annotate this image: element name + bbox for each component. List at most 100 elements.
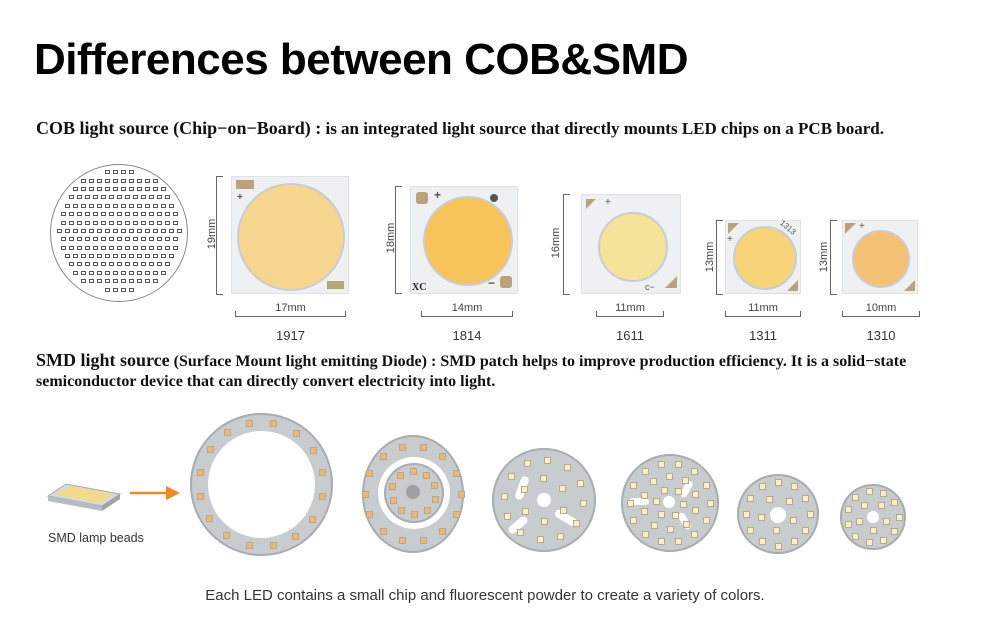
smd-bead-label: SMD lamp beads [48,531,144,545]
smd-led [702,482,710,490]
smd-led [650,477,658,485]
led-chip [160,270,166,275]
smd-led [657,460,665,468]
led-chip [140,245,146,250]
led-chip [136,178,142,183]
led-chip [80,228,86,233]
led-chip [128,186,134,191]
smd-led [765,495,773,503]
led-chip [120,203,126,208]
led-chip [80,270,86,275]
led-chip [152,270,158,275]
arrow-right-icon [130,485,180,501]
smd-led [657,538,665,546]
led-chip [112,186,118,191]
led-chip [132,262,138,267]
height-label: 13mm [704,241,716,273]
smd-led [865,539,873,547]
led-chip [96,254,102,259]
smd-led [431,496,439,503]
smd-led [891,499,899,507]
width-dimension-line [235,311,346,317]
smd-led [773,527,781,535]
led-chip [112,170,118,175]
smd-description: SMD light source (Surface Mount light em… [36,350,976,392]
smd-led [223,532,231,540]
smd-led [790,482,798,490]
cob-chip-row [51,185,187,193]
led-chip [152,178,158,183]
led-chip [80,203,86,208]
smd-led [206,515,214,523]
smd-led [785,497,793,505]
led-chip [80,186,86,191]
led-chip [128,178,134,183]
led-chip [128,170,134,175]
led-emitter [733,226,797,290]
led-chip [88,254,94,259]
smd-board-round-board-5730 [737,474,819,554]
led-chip [152,203,158,208]
led-chip [100,220,106,225]
led-chip [120,279,126,284]
led-chip [92,220,98,225]
smd-lamp-bead-image [44,474,124,511]
led-chip [108,220,114,225]
led-chip [92,212,98,217]
smd-led [877,502,885,510]
led-chip [136,254,142,259]
cob-chip-body: + 1313 [725,218,801,294]
cob-chip-row [51,252,187,260]
width-label: 11mm [615,302,645,314]
smd-led [674,488,682,496]
cob-description: COB light source (Chip−on−Board) : is an… [36,118,884,139]
led-chip [140,262,146,267]
led-chip [100,262,106,267]
plus-mark: + [605,197,611,208]
led-chip [144,254,150,259]
smd-led [366,511,374,519]
smd-board-round-board-dense [621,454,719,552]
led-chip [120,186,126,191]
cob-chip-row [51,244,187,252]
smd-led [389,482,397,490]
led-emitter [598,212,668,282]
smd-led [420,537,428,545]
led-chip [92,262,98,267]
smd-led [758,482,766,490]
board-center-hole [770,507,786,523]
led-chip [164,212,170,217]
smd-led [318,469,326,477]
led-chip [112,178,118,183]
model-label: 1814 [452,328,482,343]
led-chip [76,245,82,250]
smd-led [666,526,674,534]
smd-board-round-board-small [840,484,906,550]
cob-chip-row [51,227,187,235]
smd-led [802,494,810,502]
led-chip [68,245,74,250]
smd-led [452,469,460,477]
led-chip [112,254,118,259]
smd-led [692,490,700,498]
smd-led [660,486,668,494]
page-title: Differences between COB&SMD [34,35,688,84]
led-chip [88,270,94,275]
led-chip [112,270,118,275]
smd-led [682,477,690,485]
led-chip [112,228,118,233]
led-chip [148,220,154,225]
board-center-hole [867,511,879,523]
led-chip [136,228,142,233]
smd-led [880,489,888,497]
led-chip [160,186,166,191]
led-chip [104,186,110,191]
smd-led [197,492,205,500]
smd-led [880,537,888,545]
height-label: 18mm [385,222,397,254]
smd-led [682,521,690,529]
led-chip [88,186,94,191]
smd-led [206,446,214,454]
cob-chip-row [51,235,187,243]
smd-led [500,492,508,500]
